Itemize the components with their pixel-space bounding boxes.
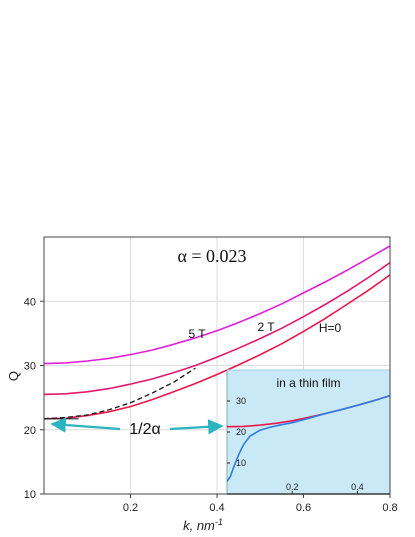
inset-x-tick-label: 0.4 [351,482,364,492]
labels-group: Q k, nm-1 α = 0.023 5 T 2 T H=0 1/2α [6,246,341,533]
x-tick-label: 0.4 [209,502,224,514]
inset-series-film [227,394,390,483]
inset-title: in a thin film [276,376,340,390]
y-tick-label: 30 [24,361,36,373]
axis-ticks: 0.2 0.4 0.6 0.8 10 20 30 40 [24,296,398,514]
series-line-dashed [44,367,196,420]
y-axis-label: Q [6,371,21,381]
arrow-left [50,417,121,433]
series-label-2T: 2 T [257,320,275,334]
y-tick-label: 20 [24,425,36,437]
x-axis-label-exponent: -1 [215,517,223,527]
x-axis-label-text: k, nm [183,518,215,533]
x-axis-label: k, nm-1 [183,517,223,533]
series-line-5T [44,245,390,365]
main-series-group [44,245,390,420]
alpha-annotation: α = 0.023 [177,246,246,266]
inset-series-group [227,394,390,483]
inset-y-tick-label: 30 [236,396,246,406]
inset-chart: 0.2 0.4 10 20 30 in a thin film [226,369,391,495]
inset-y-tick-label: 10 [236,458,246,468]
half-alpha-annotation: 1/2α [129,421,161,438]
inset-background [226,369,391,495]
series-label-5T: 5 T [188,327,206,341]
series-label-H0: H=0 [319,321,342,335]
x-tick-label: 0.8 [382,502,397,514]
x-tick-label: 0.6 [296,502,311,514]
y-tick-label: 40 [24,296,36,308]
series-line-2T [44,262,390,396]
inset-x-tick-label: 0.2 [286,482,299,492]
inset-y-tick-label: 20 [236,427,246,437]
arrow-right [169,419,224,435]
y-tick-label: 10 [24,489,36,501]
x-tick-label: 0.2 [123,502,138,514]
series-line-H0 [44,274,390,420]
